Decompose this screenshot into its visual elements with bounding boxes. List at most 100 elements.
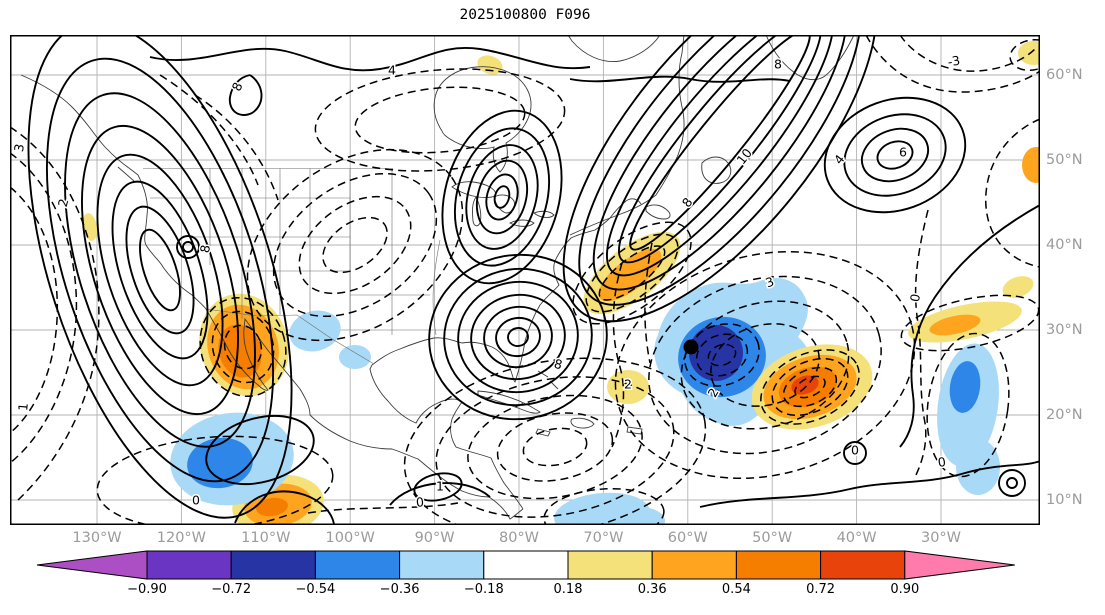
contour-label: 4	[388, 63, 396, 78]
colorbar-arrow-high	[904, 550, 1015, 580]
solid-contour-ring	[45, 57, 275, 483]
colorbar-tick-label: −0.36	[379, 582, 420, 597]
solid-contour-ring	[843, 113, 947, 197]
colorbar-segment	[230, 550, 316, 580]
jamaica	[535, 428, 551, 437]
dashed-contour-ring	[354, 86, 526, 154]
colorbar-tick-labels: −0.90 −0.72 −0.54 −0.36 −0.18 0.18 0.36 0.54 0.7…	[0, 582, 1105, 600]
y-tick-label: 30°N	[1046, 322, 1083, 338]
dashed-contour-ring	[760, 349, 860, 425]
colorbar-segment	[651, 550, 737, 580]
y-axis-ticks: 10°N 20°N 30°N 40°N 50°N 60°N	[1046, 0, 1105, 615]
solid-contour-ring	[81, 124, 239, 416]
puerto-rico	[626, 426, 643, 435]
anomaly-positive-blob	[1018, 41, 1040, 65]
colorbar-segment	[483, 550, 569, 580]
anomaly-negative-core	[949, 361, 981, 413]
solid-contour-ring	[493, 185, 511, 209]
plot-frame	[10, 35, 1040, 525]
newfoundland	[701, 156, 732, 184]
dashed-contour-ring	[314, 68, 566, 172]
solid-contour-ring	[483, 305, 553, 369]
anomaly-negative-blob	[615, 507, 665, 525]
solid-contour-ring	[111, 180, 209, 360]
station-marker-dot	[683, 339, 699, 355]
colorbar-segment	[567, 550, 653, 580]
contour-label: 0	[192, 493, 200, 508]
anomaly-negative-blob	[554, 492, 650, 525]
contour-label: 3	[11, 143, 27, 153]
contour-label: 1	[436, 479, 444, 494]
contour-label: 2	[55, 197, 72, 209]
dashed-contour-ring	[96, 435, 334, 525]
x-tick-label: 100°W	[325, 530, 375, 546]
y-tick-label: 60°N	[1046, 67, 1083, 83]
plot-title: 2025100800 F096	[459, 7, 591, 23]
lake-ontario	[533, 210, 555, 218]
contour-label: 6	[899, 145, 907, 160]
contour-label: 8	[552, 356, 564, 373]
dashed-contour-ring	[543, 487, 665, 525]
cuba	[477, 390, 541, 414]
dashed-contour-ring	[782, 366, 838, 408]
colorbar-tick-label: 0.36	[637, 582, 667, 597]
hispaniola	[570, 417, 595, 429]
y-tick-label: 20°N	[1046, 407, 1083, 423]
dashed-contour-ring	[614, 250, 916, 480]
greenland	[765, 35, 855, 81]
colorbar	[36, 550, 1015, 580]
solid-contour-ring	[860, 127, 930, 183]
solid-contour-ring	[592, 35, 848, 291]
anomaly-negative-blob	[339, 345, 371, 369]
dashed-contour-ring	[794, 375, 826, 399]
contour-label: 8	[679, 195, 696, 211]
solid-contour-ring	[64, 92, 256, 448]
anomaly-positive-blob	[1022, 147, 1040, 183]
solid-contour-ring	[495, 316, 541, 358]
dashed-contour-ring	[298, 195, 412, 295]
colorbar-tick-label: 0.72	[806, 582, 836, 597]
colorbar-tick-label: −0.54	[295, 582, 336, 597]
contour-label: 0	[907, 293, 923, 303]
x-tick-label: 80°W	[498, 530, 540, 546]
anomaly-positive-blob	[1002, 276, 1034, 298]
dashed-contour-ring	[572, 221, 692, 325]
contour-label: 0	[937, 454, 947, 470]
solid-contour-ring	[823, 96, 967, 214]
solid-contour-ring	[465, 144, 539, 250]
contour-label: 2	[624, 377, 632, 392]
y-tick-label: 50°N	[1046, 152, 1083, 168]
colorbar-segment	[314, 550, 401, 580]
solid-contour-ring	[453, 127, 551, 267]
nova-scotia	[645, 204, 671, 220]
grid-layer	[10, 35, 1040, 525]
dashed-contour-ring	[496, 412, 614, 482]
hudson-bay	[433, 66, 532, 173]
solid-contour-ring	[629, 35, 811, 251]
solid-contour-ring	[441, 109, 563, 285]
solid-contour-ring	[457, 280, 579, 394]
solid-contour-ring	[578, 35, 862, 306]
y-tick-label: 10°N	[1046, 492, 1083, 508]
dashed-contour-ring	[467, 394, 643, 500]
colorbar-segment	[820, 550, 906, 580]
dashed-contour-ring	[522, 427, 588, 467]
dashed-contour-ring	[199, 296, 287, 398]
dashed-contour-ring	[246, 148, 464, 342]
solid-contour-ring	[96, 153, 224, 387]
dashed-contour-ring	[1009, 38, 1040, 72]
dashed-contour-ring	[684, 323, 760, 387]
anomaly-positive-core	[929, 314, 981, 336]
dashed-contour-ring	[403, 357, 707, 525]
solid-contour-layer	[27, 35, 1040, 525]
solid-contour-ring	[475, 159, 529, 235]
x-tick-label: 120°W	[156, 530, 207, 546]
dashed-contour-ring	[322, 216, 388, 274]
dashed-contour-ring	[435, 376, 675, 518]
colorbar-segment	[146, 550, 232, 580]
colorbar-tick-label: 0.90	[890, 582, 920, 597]
dashed-contour-ring	[648, 275, 882, 455]
dashed-contour-ring	[223, 324, 263, 370]
